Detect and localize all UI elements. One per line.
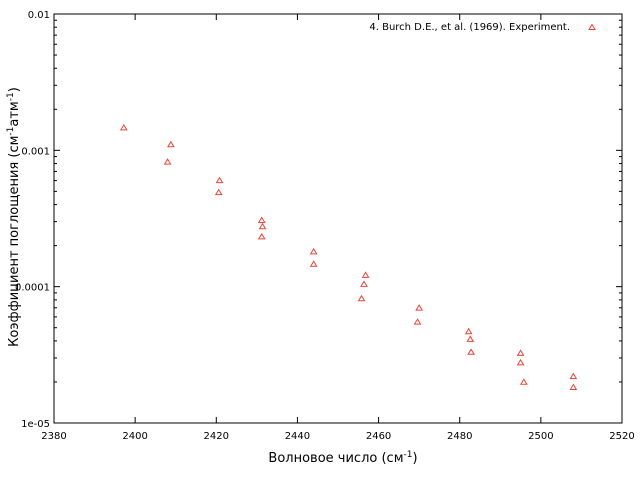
- data-point: [119, 123, 128, 131]
- y-tick-label: 1e-05: [21, 419, 50, 430]
- data-point: [215, 176, 224, 184]
- data-point: [569, 383, 578, 391]
- x-tick-label: 2460: [366, 431, 391, 442]
- data-point: [516, 358, 525, 366]
- data-point: [361, 271, 370, 278]
- data-point: [257, 216, 266, 223]
- legend: 4. Burch D.E., et al. (1969). Experiment…: [369, 22, 596, 33]
- plot-frame: [53, 13, 623, 424]
- data-point: [360, 280, 368, 287]
- data-point: [516, 349, 525, 356]
- data-points: [119, 123, 578, 391]
- x-axis-ticks: 2380 2400 2420 2440 2460 2480 2500 2520: [41, 14, 635, 442]
- data-point: [466, 335, 475, 342]
- data-point: [464, 327, 473, 335]
- data-point: [415, 304, 424, 311]
- x-tick-label: 2480: [447, 431, 472, 442]
- y-tick-label: 0.0001: [15, 283, 50, 294]
- x-tick-label: 2500: [528, 431, 553, 442]
- legend-marker: [588, 23, 596, 30]
- x-tick-label: 2380: [41, 431, 66, 442]
- data-point: [163, 158, 172, 165]
- y-tick-label: 0.01: [28, 10, 50, 21]
- data-point: [309, 260, 318, 267]
- data-point: [569, 372, 578, 380]
- y-tick-label: 0.001: [21, 146, 50, 157]
- data-point: [467, 348, 475, 355]
- data-point: [519, 378, 528, 385]
- data-point: [214, 188, 223, 196]
- data-point: [257, 232, 266, 240]
- data-point: [357, 294, 366, 302]
- data-point: [258, 222, 267, 230]
- x-tick-label: 2520: [609, 431, 634, 442]
- data-point: [413, 318, 422, 325]
- data-point: [309, 247, 318, 255]
- x-tick-label: 2400: [122, 431, 147, 442]
- y-axis-ticks: 1e-05 0.0001 0.001 0.01: [15, 10, 622, 430]
- x-tick-label: 2420: [204, 431, 229, 442]
- x-tick-label: 2440: [285, 431, 310, 442]
- x-axis-title: Волновое число (см-1): [268, 450, 417, 466]
- legend-label: 4. Burch D.E., et al. (1969). Experiment…: [369, 22, 570, 33]
- y-axis-title: Коэффициент поглощения (см-1атм-1): [6, 87, 22, 347]
- data-point: [166, 140, 175, 148]
